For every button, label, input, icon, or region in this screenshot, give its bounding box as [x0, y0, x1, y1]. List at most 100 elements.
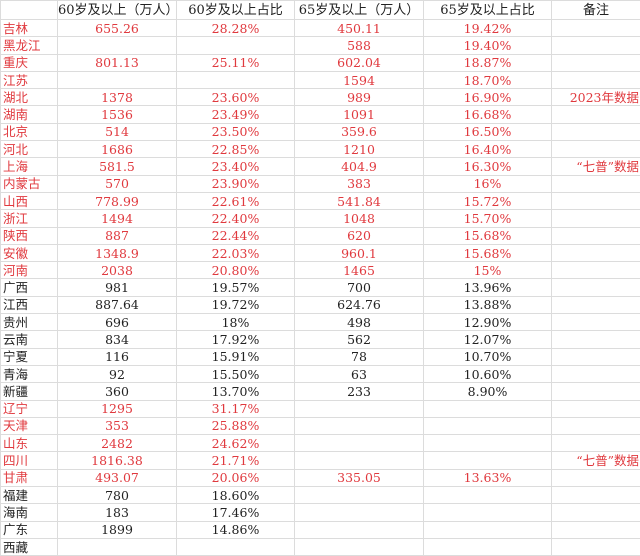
table-row: 广西 981 19.57% 700 13.96%	[0, 278, 640, 297]
table-row: 福建 780 18.60%	[0, 486, 640, 505]
table-row: 北京 514 23.50% 359.6 16.50%	[0, 122, 640, 142]
table-row: 安徽 1348.9 22.03% 960.1 15.68%	[0, 243, 640, 263]
ratio-65-cell: 13.96%	[423, 278, 552, 297]
pop-60-cell: 116	[57, 347, 177, 366]
ratio-65-cell: 18.87%	[423, 53, 552, 72]
note-cell	[551, 468, 640, 488]
ratio-60-cell: 14.86%	[176, 520, 295, 539]
pop-60-cell	[57, 537, 177, 556]
ratio-65-cell: 15.72%	[423, 191, 552, 211]
pop-65-cell: 562	[294, 330, 424, 349]
header-pop-60: 60岁及以上（万人）	[57, 0, 177, 20]
note-cell	[551, 53, 640, 72]
ratio-65-cell: 15.70%	[423, 209, 552, 228]
note-cell	[551, 209, 640, 228]
note-cell	[551, 105, 640, 124]
table-row: 广东 1899 14.86%	[0, 520, 640, 539]
province-cell: 广西	[0, 278, 58, 297]
table-row: 山东 2482 24.62%	[0, 434, 640, 453]
table-row: 吉林 655.26 28.28% 450.11 19.42%	[0, 18, 640, 38]
note-cell: 2023年数据	[551, 88, 640, 107]
province-cell: 福建	[0, 486, 58, 505]
pop-65-cell: 1594	[294, 70, 424, 90]
note-cell	[551, 330, 640, 349]
ratio-65-cell: 16%	[423, 174, 552, 193]
header-note: 备注	[551, 0, 640, 20]
ratio-60-cell	[176, 70, 295, 90]
ratio-60-cell: 18%	[176, 313, 295, 332]
ratio-60-cell: 19.72%	[176, 295, 295, 315]
note-cell	[551, 295, 640, 315]
province-cell: 广东	[0, 520, 58, 539]
ratio-65-cell: 15.68%	[423, 226, 552, 245]
pop-60-cell: 360	[57, 382, 177, 401]
note-cell	[551, 503, 640, 522]
ratio-60-cell: 15.50%	[176, 364, 295, 384]
ratio-60-cell: 19.57%	[176, 278, 295, 297]
ratio-65-cell	[423, 451, 552, 470]
pop-65-cell: 63	[294, 364, 424, 384]
note-cell	[551, 140, 640, 159]
ratio-65-cell: 15.68%	[423, 243, 552, 263]
province-cell: 西藏	[0, 537, 58, 556]
note-cell	[551, 347, 640, 366]
province-cell: 海南	[0, 503, 58, 522]
header-pop-65: 65岁及以上（万人）	[294, 0, 424, 20]
province-cell: 湖北	[0, 88, 58, 107]
table-row: 湖南 1536 23.49% 1091 16.68%	[0, 105, 640, 124]
province-cell: 内蒙古	[0, 174, 58, 193]
pop-60-cell: 655.26	[57, 18, 177, 38]
pop-65-cell: 1091	[294, 105, 424, 124]
pop-60-cell: 1295	[57, 399, 177, 418]
pop-60-cell: 92	[57, 364, 177, 384]
province-cell: 江西	[0, 295, 58, 315]
pop-60-cell: 1686	[57, 140, 177, 159]
ratio-60-cell: 15.91%	[176, 347, 295, 366]
ratio-65-cell: 18.70%	[423, 70, 552, 90]
pop-65-cell: 1048	[294, 209, 424, 228]
ratio-65-cell: 19.42%	[423, 18, 552, 38]
ratio-60-cell	[176, 36, 295, 55]
pop-65-cell: 335.05	[294, 468, 424, 488]
note-cell	[551, 174, 640, 193]
ratio-60-cell	[176, 537, 295, 556]
pop-65-cell: 624.76	[294, 295, 424, 315]
table-row: 青海 92 15.50% 63 10.60%	[0, 364, 640, 384]
table-row: 重庆 801.13 25.11% 602.04 18.87%	[0, 53, 640, 72]
ratio-60-cell: 24.62%	[176, 434, 295, 453]
pop-65-cell: 78	[294, 347, 424, 366]
pop-65-cell: 588	[294, 36, 424, 55]
ratio-60-cell: 20.80%	[176, 261, 295, 280]
pop-65-cell: 960.1	[294, 243, 424, 263]
note-cell	[551, 191, 640, 211]
pop-65-cell: 359.6	[294, 122, 424, 142]
province-cell: 河南	[0, 261, 58, 280]
province-cell: 云南	[0, 330, 58, 349]
ratio-65-cell	[423, 503, 552, 522]
pop-60-cell: 581.5	[57, 157, 177, 176]
province-cell: 浙江	[0, 209, 58, 228]
ratio-60-cell: 20.06%	[176, 468, 295, 488]
header-row: 60岁及以上（万人） 60岁及以上占比 65岁及以上（万人） 65岁及以上占比 …	[0, 0, 640, 20]
ratio-65-cell: 8.90%	[423, 382, 552, 401]
ratio-60-cell: 25.88%	[176, 416, 295, 436]
province-cell: 辽宁	[0, 399, 58, 418]
ratio-65-cell	[423, 399, 552, 418]
pop-65-cell: 1465	[294, 261, 424, 280]
pop-60-cell: 1899	[57, 520, 177, 539]
pop-60-cell: 887.64	[57, 295, 177, 315]
note-cell	[551, 36, 640, 55]
pop-65-cell: 383	[294, 174, 424, 193]
pop-65-cell: 233	[294, 382, 424, 401]
table-row: 辽宁 1295 31.17%	[0, 399, 640, 418]
ratio-65-cell: 16.40%	[423, 140, 552, 159]
pop-60-cell: 887	[57, 226, 177, 245]
ratio-60-cell: 23.49%	[176, 105, 295, 124]
table-row: 新疆 360 13.70% 233 8.90%	[0, 382, 640, 401]
ratio-60-cell: 31.17%	[176, 399, 295, 418]
ratio-65-cell	[423, 520, 552, 539]
table-row: 河南 2038 20.80% 1465 15%	[0, 261, 640, 280]
ratio-65-cell: 16.30%	[423, 157, 552, 176]
note-cell	[551, 434, 640, 453]
pop-60-cell: 493.07	[57, 468, 177, 488]
